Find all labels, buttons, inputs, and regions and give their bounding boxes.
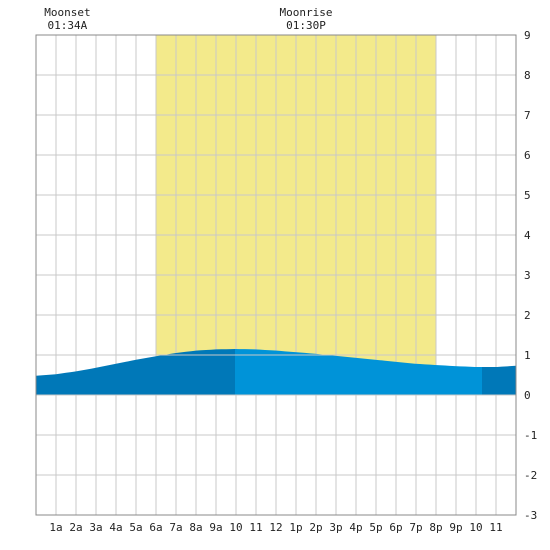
tide-segment-falling bbox=[482, 365, 516, 395]
y-tick-label: 0 bbox=[524, 389, 531, 402]
x-tick-label: 5p bbox=[369, 521, 382, 534]
x-tick-label: 3p bbox=[329, 521, 342, 534]
x-tick-label: 3a bbox=[89, 521, 102, 534]
moon-event-label: Moonrise bbox=[280, 6, 333, 19]
x-tick-label: 12 bbox=[269, 521, 282, 534]
x-tick-label: 8a bbox=[189, 521, 202, 534]
tide-segment-falling bbox=[36, 349, 235, 395]
y-tick-label: 9 bbox=[524, 29, 531, 42]
y-tick-label: -1 bbox=[524, 429, 537, 442]
x-tick-label: 2a bbox=[69, 521, 82, 534]
x-tick-label: 11 bbox=[489, 521, 502, 534]
x-tick-label: 10 bbox=[229, 521, 242, 534]
moon-event-time: 01:30P bbox=[286, 19, 326, 32]
tide-segment-rising bbox=[235, 349, 482, 395]
y-axis-labels: 9 8 7 6 5 4 3 2 1 0 -1 -2 -3 bbox=[524, 29, 537, 522]
plot-frame bbox=[35, 34, 517, 516]
y-tick-label: -3 bbox=[524, 509, 537, 522]
x-axis-labels: 1a 2a 3a 4a 5a 6a 7a 8a 9a 10 11 12 1p 2p 3p 4p 5p 6p 7p 8p… bbox=[49, 521, 502, 534]
x-tick-label: 2p bbox=[309, 521, 322, 534]
y-tick-label: -2 bbox=[524, 469, 537, 482]
y-tick-label: 6 bbox=[524, 149, 531, 162]
x-tick-label: 7a bbox=[169, 521, 182, 534]
x-tick-label: 6p bbox=[389, 521, 402, 534]
y-tick-label: 5 bbox=[524, 189, 531, 202]
x-tick-label: 1p bbox=[289, 521, 302, 534]
y-tick-label: 3 bbox=[524, 269, 531, 282]
moon-event-label: Moonset bbox=[44, 6, 90, 19]
x-tick-label: 9p bbox=[449, 521, 462, 534]
x-tick-label: 11 bbox=[249, 521, 262, 534]
x-tick-label: 10 bbox=[469, 521, 482, 534]
x-tick-label: 1a bbox=[49, 521, 62, 534]
x-tick-label: 4p bbox=[349, 521, 362, 534]
tide-area bbox=[36, 349, 516, 395]
y-tick-label: 7 bbox=[524, 109, 531, 122]
y-tick-label: 8 bbox=[524, 69, 531, 82]
moon-event-time: 01:34A bbox=[48, 19, 88, 32]
y-tick-label: 2 bbox=[524, 309, 531, 322]
x-tick-label: 6a bbox=[149, 521, 162, 534]
x-tick-label: 4a bbox=[109, 521, 122, 534]
y-tick-label: 4 bbox=[524, 229, 531, 242]
x-tick-label: 7p bbox=[409, 521, 422, 534]
x-tick-label: 9a bbox=[209, 521, 222, 534]
x-tick-label: 8p bbox=[429, 521, 442, 534]
horizontal-gridlines bbox=[36, 74, 516, 476]
x-tick-label: 5a bbox=[129, 521, 142, 534]
y-tick-label: 1 bbox=[524, 349, 531, 362]
